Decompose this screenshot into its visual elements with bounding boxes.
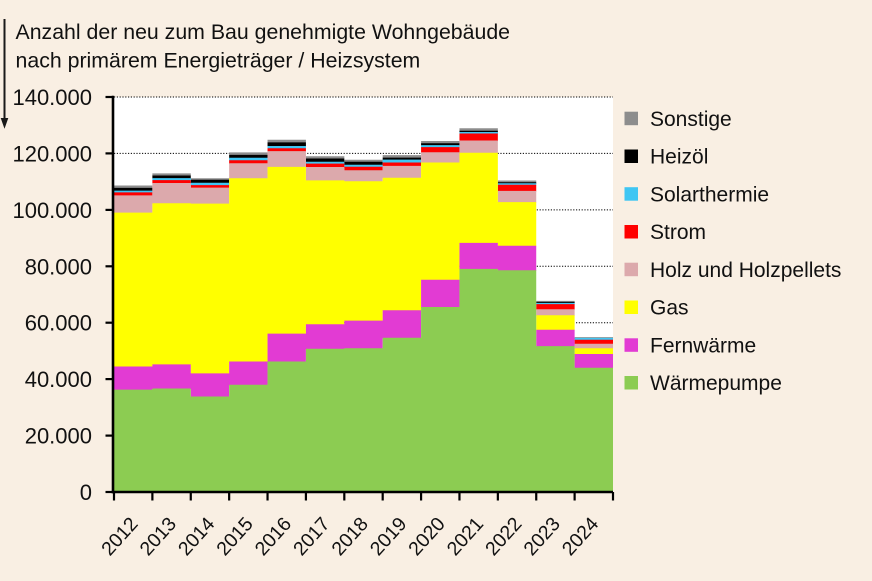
svg-text:140.000: 140.000	[12, 85, 92, 110]
svg-text:Sonstige: Sonstige	[650, 108, 732, 131]
svg-text:120.000: 120.000	[12, 141, 92, 166]
svg-text:Strom: Strom	[650, 221, 706, 244]
svg-text:Holz und Holzpellets: Holz und Holzpellets	[650, 259, 841, 282]
svg-text:Wärmepumpe: Wärmepumpe	[650, 372, 782, 395]
svg-text:60.000: 60.000	[25, 311, 92, 336]
svg-text:100.000: 100.000	[12, 198, 92, 223]
svg-text:Gas: Gas	[650, 297, 689, 320]
svg-text:0: 0	[80, 480, 92, 505]
svg-text:80.000: 80.000	[25, 254, 92, 279]
svg-text:40.000: 40.000	[25, 367, 92, 392]
svg-text:Solarthermie: Solarthermie	[650, 183, 769, 206]
svg-text:nach primärem Energieträger: nach primärem Energieträger / Heizsystem	[16, 49, 421, 73]
svg-text:Heizöl: Heizöl	[650, 146, 708, 169]
svg-text:Fernwärme: Fernwärme	[650, 335, 756, 358]
svg-text:20.000: 20.000	[25, 424, 92, 449]
svg-text:Anzahl der neu zum Bau genehmi: Anzahl der neu zum Bau genehmigte Wohnge…	[16, 20, 511, 44]
